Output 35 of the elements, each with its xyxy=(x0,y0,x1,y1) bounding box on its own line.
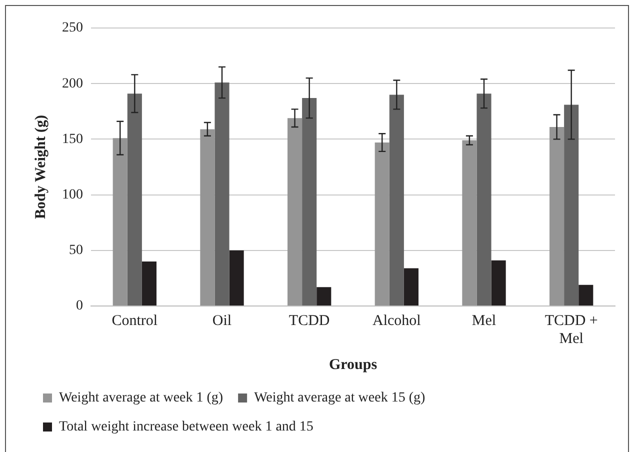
x-tick-label: Control xyxy=(112,312,158,329)
bar xyxy=(302,98,317,306)
y-tick-label: 200 xyxy=(62,76,83,92)
y-tick-label: 250 xyxy=(62,20,83,36)
bar xyxy=(374,142,390,306)
x-tick-label: Mel xyxy=(472,312,496,329)
bar xyxy=(564,104,579,306)
y-tick-label: 0 xyxy=(76,298,83,314)
bar xyxy=(476,94,492,306)
legend-label: Weight average at week 1 (g) xyxy=(59,390,224,406)
legend-label: Weight average at week 15 (g) xyxy=(254,390,426,406)
bar xyxy=(462,140,477,306)
bar xyxy=(404,268,418,306)
y-tick-label: 150 xyxy=(62,132,83,147)
bar xyxy=(214,82,230,306)
bar xyxy=(200,129,215,306)
bar xyxy=(491,260,506,306)
y-tick-label: 100 xyxy=(62,187,83,202)
y-axis-title: Body Weight (g) xyxy=(32,115,49,219)
legend-label: Total weight increase between week 1 and 15 xyxy=(59,420,314,435)
x-tick-label: TCDD xyxy=(288,312,330,329)
x-axis-title: Groups xyxy=(328,356,378,373)
bar xyxy=(112,138,128,306)
bar xyxy=(127,94,142,306)
bar xyxy=(578,284,594,306)
bar xyxy=(316,287,332,306)
bar xyxy=(389,94,404,306)
bar xyxy=(550,126,564,306)
bar xyxy=(142,262,156,306)
y-tick-label: 50 xyxy=(69,243,83,258)
x-tick-label: TCDD + Mel xyxy=(544,312,598,347)
x-tick-label: Oil xyxy=(212,312,232,329)
bar xyxy=(288,118,302,306)
x-tick-label: Alcohol xyxy=(372,312,421,329)
bar xyxy=(229,250,244,306)
